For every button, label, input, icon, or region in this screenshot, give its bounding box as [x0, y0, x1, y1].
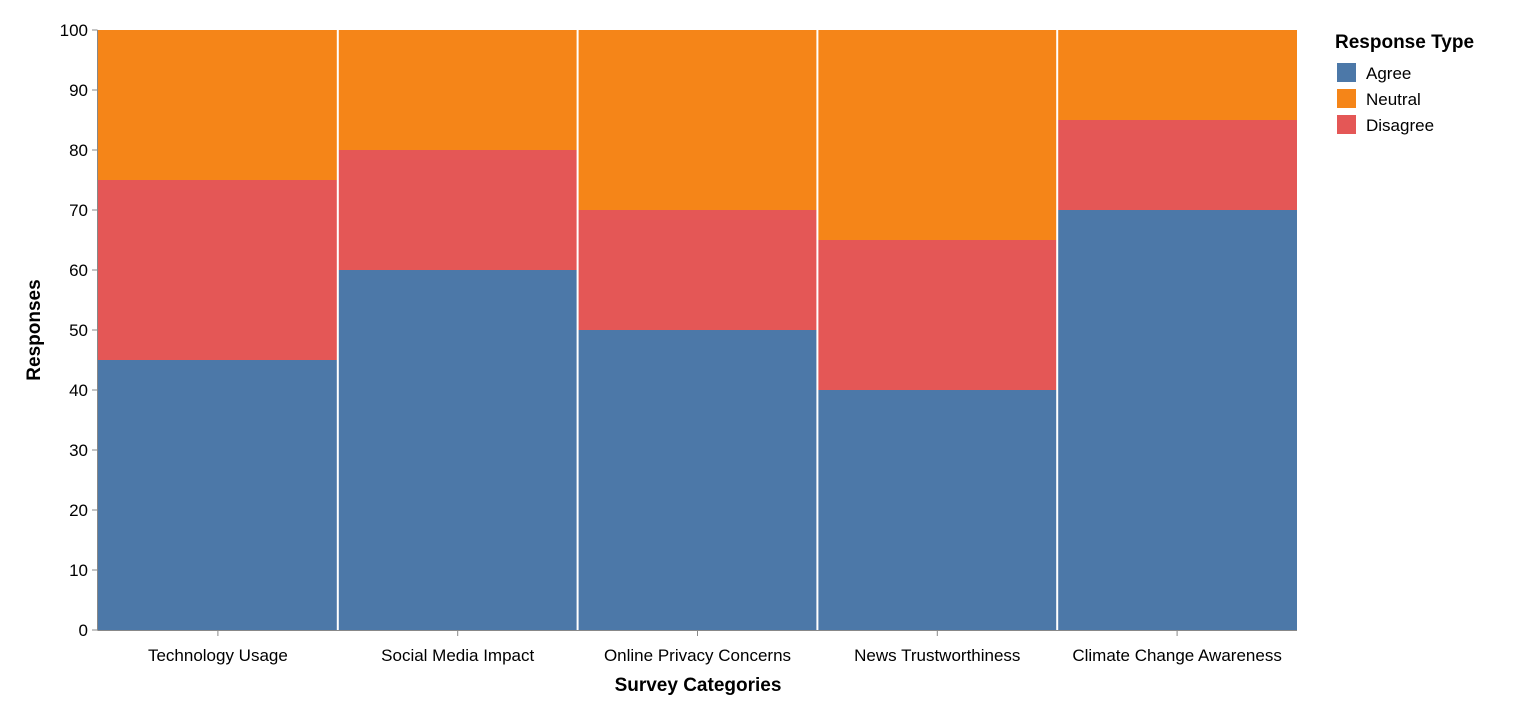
legend-label-agree: Agree: [1366, 64, 1411, 83]
x-tick-label-social-media-impact: Social Media Impact: [381, 646, 534, 665]
y-tick-label: 100: [60, 21, 88, 40]
bar-news-trustworthiness-neutral: [818, 30, 1057, 240]
bars-layer: [98, 30, 1297, 630]
y-tick-label: 60: [69, 261, 88, 280]
y-tick-label: 30: [69, 441, 88, 460]
bar-climate-change-awareness-disagree: [1058, 120, 1297, 210]
x-tick-label-news-trustworthiness: News Trustworthiness: [854, 646, 1020, 665]
x-tick-label-online-privacy-concerns: Online Privacy Concerns: [604, 646, 791, 665]
legend-swatch-agree: [1337, 63, 1356, 82]
legend-title: Response Type: [1335, 32, 1474, 53]
legend-label-disagree: Disagree: [1366, 116, 1434, 135]
bar-online-privacy-concerns-neutral: [578, 30, 817, 210]
legend: Response Type Agree Neutral Disagree: [1335, 32, 1474, 135]
bar-technology-usage-agree: [98, 360, 337, 630]
bar-social-media-impact-agree: [338, 270, 577, 630]
x-axis-title: Survey Categories: [615, 675, 782, 696]
x-tick-label-technology-usage: Technology Usage: [148, 646, 288, 665]
y-tick-label: 0: [79, 621, 88, 640]
y-tick-label: 40: [69, 381, 88, 400]
bar-social-media-impact-disagree: [338, 150, 577, 270]
y-tick-label: 20: [69, 501, 88, 520]
bar-news-trustworthiness-agree: [818, 390, 1057, 630]
y-tick-label: 80: [69, 141, 88, 160]
bar-technology-usage-neutral: [98, 30, 337, 180]
bar-climate-change-awareness-agree: [1058, 210, 1297, 630]
bar-news-trustworthiness-disagree: [818, 240, 1057, 390]
x-axis: Technology Usage Social Media Impact Onlin…: [97, 630, 1297, 665]
y-axis-title: Responses: [24, 279, 45, 380]
bar-technology-usage-disagree: [98, 180, 337, 360]
bar-climate-change-awareness-neutral: [1058, 30, 1297, 120]
bar-online-privacy-concerns-agree: [578, 330, 817, 630]
y-tick-label: 90: [69, 81, 88, 100]
bar-online-privacy-concerns-disagree: [578, 210, 817, 330]
legend-swatch-disagree: [1337, 115, 1356, 134]
legend-label-neutral: Neutral: [1366, 90, 1421, 109]
legend-swatch-neutral: [1337, 89, 1356, 108]
y-tick-label: 10: [69, 561, 88, 580]
x-tick-label-climate-change-awareness: Climate Change Awareness: [1072, 646, 1281, 665]
y-axis: 0 10 20 30 40 50 60 70 80 90 100: [60, 21, 98, 640]
y-tick-label: 70: [69, 201, 88, 220]
bar-social-media-impact-neutral: [338, 30, 577, 150]
y-tick-label: 50: [69, 321, 88, 340]
